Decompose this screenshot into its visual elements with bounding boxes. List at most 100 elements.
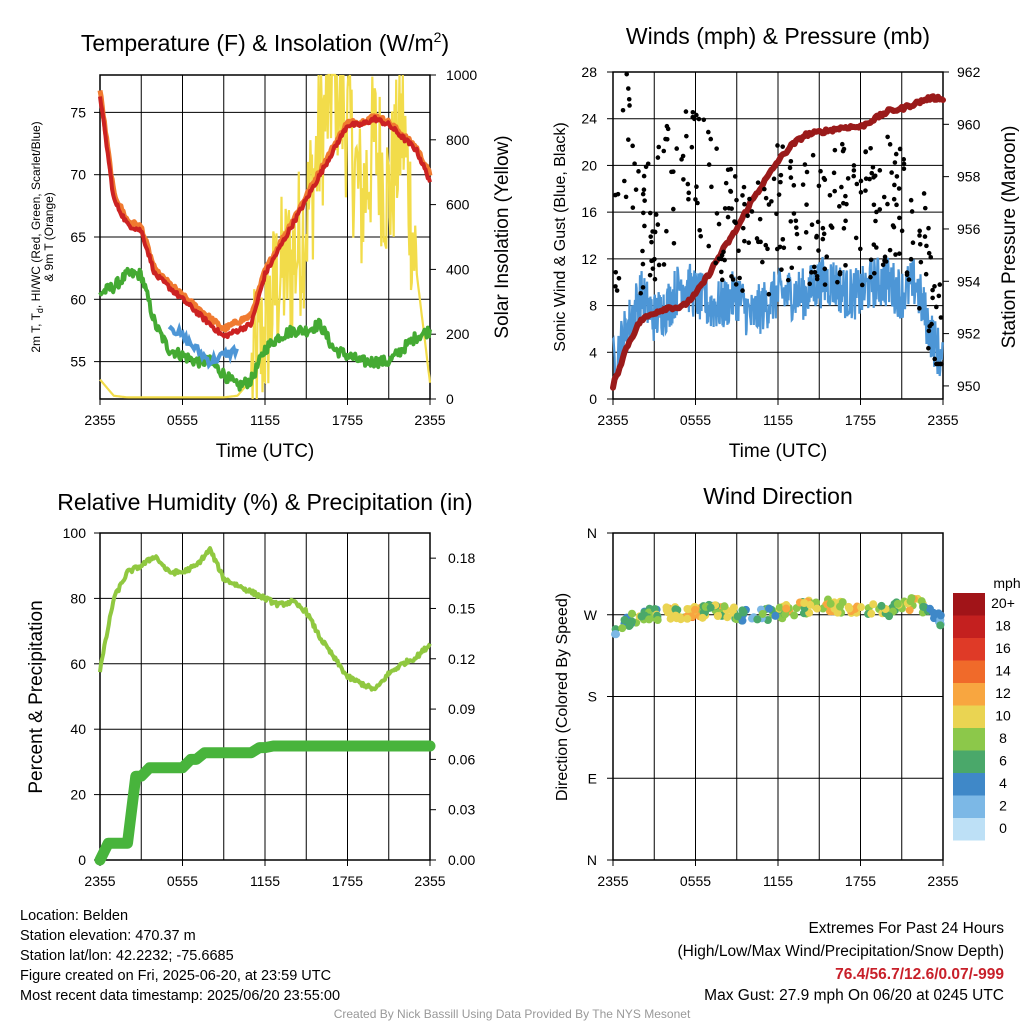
rh-ytick-right-label: 0.09 (448, 701, 475, 717)
winds-ytick-right-label: 962 (957, 64, 981, 80)
gust-point (893, 252, 898, 257)
rh-ytick-label: 40 (70, 721, 86, 737)
direction-point (856, 603, 865, 612)
dir-ytick-label: E (588, 770, 597, 786)
gust-point (926, 250, 932, 256)
colorbar-label: 0 (999, 820, 1007, 836)
direction-point (723, 613, 732, 622)
gust-point (620, 107, 626, 113)
gust-point (871, 202, 877, 208)
gust-point (664, 228, 669, 234)
temp-ytick-label: 70 (70, 167, 86, 183)
temp-ytick-label: 60 (70, 291, 86, 307)
colorbar-label: 14 (995, 663, 1011, 679)
gust-point (694, 184, 699, 190)
gust-point (746, 240, 752, 246)
rh-xtick-label: 2355 (414, 873, 445, 889)
temp-xtick-label: 1155 (250, 412, 280, 428)
colorbar-label: 16 (995, 640, 1011, 656)
gust-point (757, 216, 763, 222)
gust-point (921, 191, 927, 196)
gust-point (863, 176, 869, 181)
gust-point (930, 287, 935, 293)
rh-ytick-label: 60 (70, 656, 86, 672)
rh-line (98, 546, 432, 692)
direction-point (739, 608, 748, 617)
direction-point (782, 604, 791, 613)
gust-point (740, 225, 746, 231)
gust-point (901, 157, 907, 162)
gust-point (626, 96, 632, 102)
direction-point (812, 604, 821, 613)
extremes-values: 76.4/56.7/12.6/0.07/-999 (835, 966, 1004, 983)
pressure-axis-label: Station Pressure (Maroon) (999, 126, 1020, 349)
gust-point (640, 191, 646, 197)
direction-point (919, 602, 928, 611)
max-gust: Max Gust: 27.9 mph On 06/20 at 0245 UTC (704, 987, 1004, 1004)
gust-point (807, 281, 813, 287)
dir-xtick-label: 1155 (763, 873, 793, 889)
gust-point (747, 196, 752, 202)
gust-point (697, 227, 702, 233)
temp-ytick-right-label: 400 (446, 261, 470, 277)
gust-point (669, 169, 674, 175)
gust-point (804, 169, 810, 175)
colorbar-label: 6 (999, 753, 1007, 769)
colorbar-title: mph (993, 575, 1020, 591)
temp-title: Temperature (F) & Insolation (W/m2) (81, 29, 449, 56)
gust-point (749, 209, 755, 214)
gust-point (787, 165, 793, 171)
gust-point (723, 180, 729, 186)
winds-ytick-right-label: 956 (957, 221, 981, 237)
gust-point (778, 172, 784, 178)
gust-point (671, 206, 676, 212)
gust-point (627, 103, 632, 108)
gust-point (780, 237, 786, 242)
gust-point (745, 213, 750, 219)
direction-point (838, 598, 847, 607)
gust-point (804, 202, 809, 207)
colorbar-label: 18 (995, 618, 1011, 634)
temp-ytick-label: 55 (70, 354, 86, 370)
gust-point (816, 248, 821, 253)
gust-point (918, 259, 924, 265)
gust-point (693, 197, 698, 202)
gust-point (892, 182, 897, 188)
direction-point (683, 614, 692, 623)
gust-point (930, 295, 935, 301)
colorbar-swatch (953, 728, 985, 751)
gust-point (726, 205, 732, 211)
gust-point (655, 155, 661, 160)
gust-point (917, 228, 922, 234)
extremes-title: Extremes For Past 24 Hours (808, 920, 1004, 937)
gust-point (873, 218, 878, 224)
extremes-subtitle: (High/Low/Max Wind/Precipitation/Snow De… (677, 943, 1005, 960)
station-location: Location: Belden (20, 908, 129, 924)
temp-ytick-right-label: 600 (446, 197, 470, 213)
winds-ytick-right-label: 958 (957, 169, 981, 185)
gust-point (742, 238, 747, 244)
gust-point (714, 211, 720, 216)
gust-point (831, 170, 837, 176)
winds-ytick-label: 4 (589, 344, 597, 360)
gust-point (708, 136, 714, 142)
direction-point (720, 602, 729, 611)
gust-point (683, 109, 689, 114)
gust-point (814, 273, 820, 279)
rh-ytick-right-label: 0.18 (448, 550, 475, 566)
dir-xtick-label: 2355 (597, 873, 628, 889)
gust-point (685, 181, 691, 187)
gust-point (851, 173, 857, 179)
gust-point (636, 169, 641, 174)
rh-axis-label: Percent & Precipitation (26, 600, 47, 793)
direction-point (893, 599, 902, 608)
credit-line: Created By Nick Bassill Using Data Provi… (333, 1007, 691, 1021)
gust-point (899, 228, 905, 234)
gust-point (885, 134, 890, 140)
direction-point (733, 612, 742, 621)
extremes-box: Extremes For Past 24 Hours (High/Low/Max… (678, 917, 1005, 1005)
colorbar-label: 20+ (991, 595, 1015, 611)
gust-point (652, 276, 658, 282)
direction-point (907, 594, 916, 603)
gust-point (822, 177, 828, 183)
